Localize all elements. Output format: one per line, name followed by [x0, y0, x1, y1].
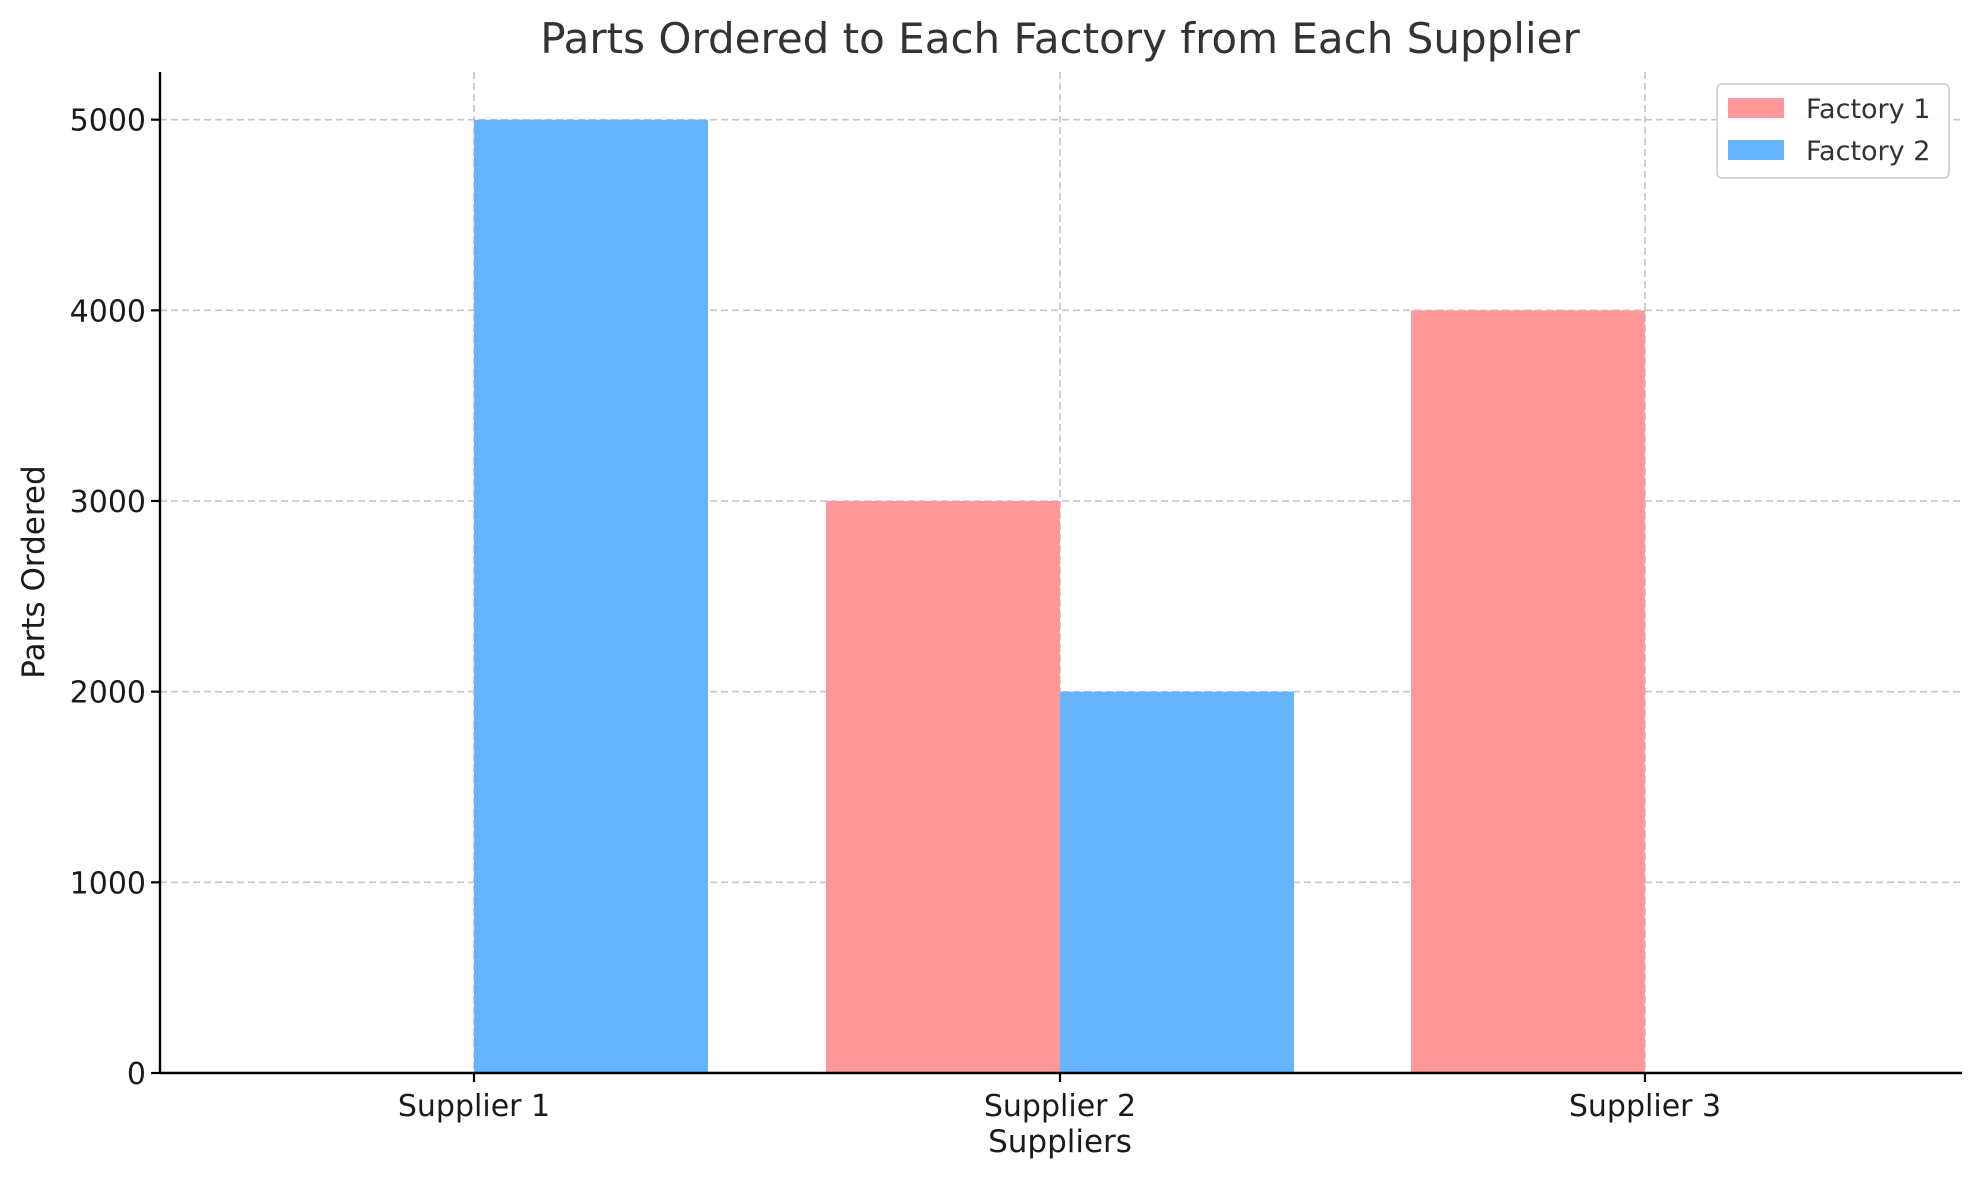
bar-factory-2-supplier-1 [474, 119, 708, 1073]
legend-swatch-factory-1 [1728, 98, 1784, 118]
y-tick-label: 3000 [70, 485, 146, 520]
x-axis-label: Suppliers [988, 1124, 1132, 1160]
y-tick-label: 1000 [70, 866, 146, 901]
y-tick-label: 4000 [70, 294, 146, 329]
x-tick-label: Supplier 2 [984, 1089, 1136, 1124]
y-tick-label: 2000 [70, 676, 146, 711]
y-tick-label: 0 [127, 1057, 146, 1092]
bar-factory-2-supplier-2 [1060, 691, 1294, 1073]
legend-swatch-factory-2 [1728, 140, 1784, 160]
chart-title: Parts Ordered to Each Factory from Each … [540, 14, 1580, 63]
legend: Factory 1 Factory 2 [1716, 83, 1950, 179]
legend-label-factory-1: Factory 1 [1806, 94, 1930, 125]
ticks: 0 1000 2000 3000 4000 5000 Supplier 1 Supplier … [70, 104, 1721, 1124]
y-axis-label: Parts Ordered [16, 465, 52, 678]
x-tick-label: Supplier 1 [398, 1089, 550, 1124]
legend-label-factory-2: Factory 2 [1806, 136, 1930, 167]
y-tick-label: 5000 [70, 104, 146, 139]
bars [474, 119, 1645, 1073]
bar-factory-1-supplier-3 [1411, 310, 1645, 1073]
bar-factory-1-supplier-2 [826, 501, 1060, 1073]
x-tick-label: Supplier 3 [1569, 1089, 1721, 1124]
